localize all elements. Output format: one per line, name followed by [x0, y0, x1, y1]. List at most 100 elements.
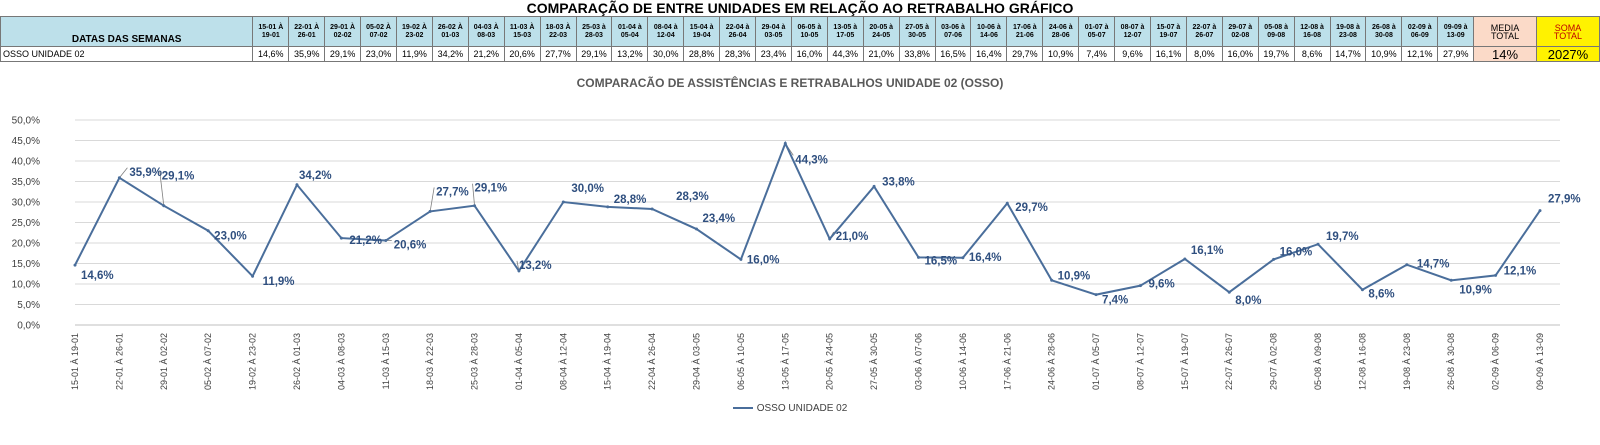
week-header-line: 22-07 à — [1192, 23, 1217, 31]
week-header-line: 20-05 à — [869, 23, 894, 31]
x-tick-label: 11-03 À 15-03 — [381, 333, 391, 389]
data-point — [739, 257, 743, 261]
x-tick-label: 25-03 À 28-03 — [470, 333, 480, 390]
week-header-line: 02-08 — [1231, 31, 1250, 39]
week-header-line: 29-04 à — [761, 23, 786, 31]
x-tick-label: 24-06 À 28-06 — [1047, 333, 1057, 390]
y-axis-ticks: 0,0% 5,0% 10,0% 15,0% 20,0% 25,0% 30,0% 35,0% 40… — [12, 116, 40, 332]
data-label: 27,9% — [1548, 194, 1581, 206]
header-row: DATAS DAS SEMANAS 15-01 À 19-01 22-01 À 26-… — [0, 16, 1600, 47]
week-header-line: 25-03 à — [582, 23, 606, 31]
week-header-line: 12-08 à — [1300, 23, 1324, 31]
x-tick-label: 22-04 À 26-04 — [647, 333, 657, 390]
x-tick-label: 08-04 À 12-04 — [558, 333, 568, 390]
week-header-line: 12-07 — [1123, 31, 1142, 39]
data-point — [384, 239, 388, 243]
week-header-line: 06-09 — [1410, 31, 1429, 39]
data-label: 10,9% — [1058, 270, 1091, 282]
soma-total-value: 2027% — [1535, 46, 1600, 62]
x-tick-label: 18-03 À 22-03 — [425, 333, 435, 390]
week-header-line: 28-03 — [585, 31, 603, 39]
page-title: COMPARAÇÃO DE ENTRE UNIDADES EM RELAÇÃO … — [526, 0, 1074, 16]
week-header-line: 27-05 à — [905, 23, 929, 31]
x-tick-label: 15-04 À 19-04 — [603, 333, 613, 390]
week-header-line: 04-03 À — [473, 23, 499, 31]
data-point — [1538, 209, 1542, 213]
week-value-cell: 23,0% — [360, 46, 397, 62]
data-label: 12,1% — [1504, 265, 1537, 277]
week-header-cell: 08-07 à 12-07 — [1114, 16, 1151, 47]
week-header-cell: 19-02 À 23-02 — [395, 16, 433, 47]
data-point — [872, 184, 876, 188]
week-header-cell: 22-04 à 26-04 — [719, 16, 757, 47]
x-tick-label: 02-09 À 06-09 — [1491, 333, 1501, 390]
x-tick-label: 26-08 À 30-08 — [1446, 333, 1456, 390]
week-header-line: 17-05 — [836, 31, 855, 39]
week-header-line: 02-09 à — [1407, 23, 1432, 31]
week-header-line: 05-08 à — [1264, 23, 1289, 31]
y-tick-label: 50,0% — [12, 116, 40, 127]
data-point — [1316, 242, 1320, 246]
week-value-cell: 10,9% — [1365, 46, 1403, 62]
data-label: 16,4% — [969, 252, 1002, 264]
data-label: 16,1% — [1191, 245, 1224, 257]
week-header-line: 22-01 À — [294, 23, 320, 31]
data-label: 19,7% — [1326, 231, 1359, 243]
data-label: 9,6% — [1148, 279, 1174, 291]
week-header-cell: 18-03 À 22-03 — [539, 16, 577, 47]
x-tick-label: 06-05 À 10-05 — [736, 333, 746, 390]
week-header-line: 03-06 à — [941, 23, 965, 31]
week-header-line: 05-07 — [1087, 31, 1106, 39]
week-header-line: 19-07 — [1159, 31, 1178, 39]
data-point — [1005, 201, 1009, 205]
week-value-cell: 13,2% — [611, 46, 649, 62]
week-header-line: 08-04 à — [653, 23, 678, 31]
media-total-label-line: MEDIA — [1490, 22, 1520, 33]
week-header-cell: 20-05 à 24-05 — [862, 16, 900, 47]
weeks-table: DATAS DAS SEMANAS 15-01 À 19-01 22-01 À 26-… — [0, 16, 1600, 62]
week-value-cell: 9,6% — [1114, 46, 1151, 62]
week-header-line: 09-08 — [1267, 31, 1286, 39]
x-tick-label: 15-01 À 19-01 — [70, 333, 80, 390]
week-header-line: 11-03 À — [509, 23, 535, 31]
data-point — [295, 183, 299, 187]
week-header-cell: 19-08 à 23-08 — [1329, 16, 1367, 47]
leader-line — [159, 171, 165, 206]
data-point — [1360, 288, 1364, 292]
week-value-cell: 29,1% — [324, 46, 362, 62]
week-header-line: 05-04 — [620, 31, 639, 39]
media-total-value: 14% — [1473, 46, 1537, 62]
data-label: 8,6% — [1368, 289, 1394, 301]
data-point — [961, 256, 965, 260]
week-header-line: 26-07 — [1195, 31, 1214, 39]
data-point — [1494, 273, 1498, 277]
soma-total-label-line: TOTAL — [1553, 30, 1583, 41]
data-label: 10,9% — [1459, 284, 1492, 296]
week-header-line: 01-03 — [441, 31, 460, 39]
week-header-cell: 24-06 à 28-06 — [1042, 16, 1080, 47]
y-tick-label: 45,0% — [12, 136, 40, 147]
week-header-line: 23-02 — [405, 31, 424, 39]
y-tick-label: 15,0% — [12, 259, 40, 270]
week-header-line: 07-02 — [369, 31, 388, 39]
week-header-line: 21-06 — [1015, 31, 1034, 39]
y-tick-label: 40,0% — [12, 157, 40, 168]
data-label: 16,0% — [747, 254, 780, 266]
data-label: 11,9% — [263, 276, 295, 288]
week-value-cell: 14,6% — [252, 46, 290, 62]
week-header-cell: 29-04 à 03-05 — [755, 16, 792, 47]
week-header-line: 26-02 À — [437, 23, 463, 31]
week-header-line: 24-05 — [872, 31, 891, 39]
week-value-cell: 10,9% — [1042, 46, 1080, 62]
data-point — [561, 200, 565, 204]
week-header-cell: 29-07 à 02-08 — [1221, 16, 1259, 47]
week-value-cell: 16,0% — [1221, 46, 1259, 62]
x-tick-label: 04-03 À 08-03 — [336, 333, 346, 390]
data-label: 21,2% — [349, 235, 382, 247]
week-value-cell: 7,4% — [1078, 46, 1116, 62]
week-header-cell: 27-05 à 30-05 — [898, 16, 936, 47]
x-tick-label: 15-07 À 19-07 — [1180, 333, 1190, 390]
week-header-line: 08-03 — [477, 31, 496, 39]
week-header-cell: 01-07 à 05-07 — [1078, 16, 1116, 47]
week-value-cell: 11,9% — [395, 46, 433, 62]
